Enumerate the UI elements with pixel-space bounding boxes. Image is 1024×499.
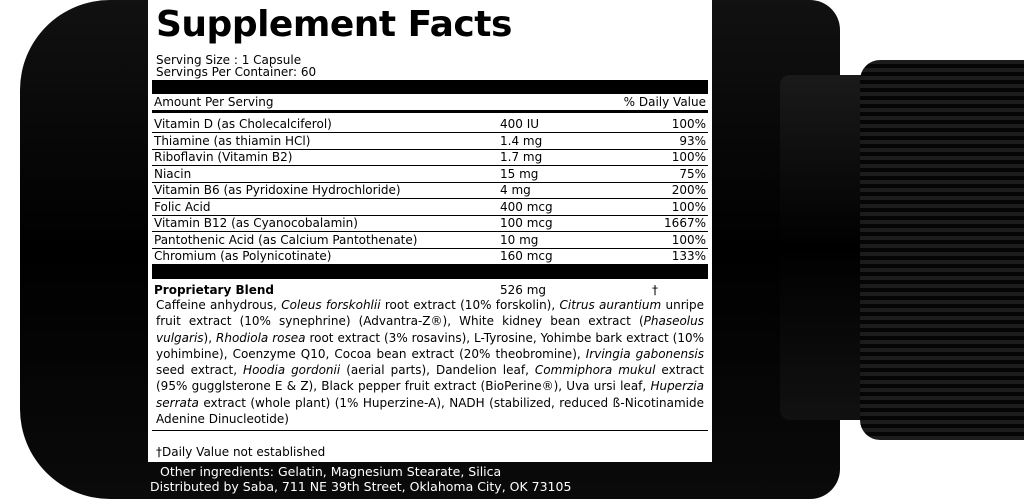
nutrient-name: Folic Acid xyxy=(154,199,211,214)
servings-per-container: Servings Per Container: 60 xyxy=(156,65,317,79)
blend-row: Proprietary Blend 526 mg † xyxy=(152,282,708,298)
nutrient-amount: 100 mcg xyxy=(500,216,553,230)
footnote: †Daily Value not established xyxy=(156,445,326,459)
description-part: Hoodia gordonii xyxy=(243,363,341,378)
nutrient-row: Thiamine (as thiamin HCl) 1.4 mg 93% xyxy=(152,133,708,150)
description-part: extract (95% gugglsterone E & Z), Black … xyxy=(156,363,704,394)
nutrient-amount: 400 IU xyxy=(500,117,540,131)
rule xyxy=(152,80,708,94)
nutrient-amount: 4 mg xyxy=(500,183,531,197)
nutrient-daily-value: 100% xyxy=(671,150,706,164)
blend-mark: † xyxy=(652,283,658,297)
blend-name: Proprietary Blend xyxy=(154,283,274,297)
bottle-cap xyxy=(860,60,1024,440)
nutrient-row: Niacin 15 mg 75% xyxy=(152,166,708,183)
description-part: ), xyxy=(203,330,216,345)
description-part: Rhodiola rosea xyxy=(216,330,306,345)
nutrient-row: Chromium (as Polynicotinate) 160 mcg 133% xyxy=(152,248,708,265)
blend-description: Caffeine anhydrous, Coleus forskohlii ro… xyxy=(156,297,704,427)
nutrient-name: Niacin xyxy=(154,166,192,181)
other-ingredients: Other ingredients: Gelatin, Magnesium St… xyxy=(160,464,502,479)
description-part: Commiphora mukul xyxy=(534,363,656,378)
title: Supplement Facts xyxy=(156,4,512,45)
header-row: Amount Per Serving % Daily Value xyxy=(152,94,708,113)
label: Supplement Facts Serving Size : 1 Capsul… xyxy=(148,0,712,462)
nutrient-amount: 160 mcg xyxy=(500,249,553,263)
description-part: Coleus forskohlii xyxy=(281,298,381,312)
nutrient-daily-value: 200% xyxy=(671,183,706,197)
description-part: Citrus aurantium xyxy=(559,298,662,312)
nutrient-row: Vitamin B12 (as Cyanocobalamin) 100 mcg 16… xyxy=(152,215,708,232)
nutrient-row: Riboflavin (Vitamin B2) 1.7 mg 100% xyxy=(152,149,708,166)
nutrient-daily-value: 93% xyxy=(679,133,706,148)
nutrient-name: Vitamin D (as Cholecalciferol) xyxy=(154,117,332,131)
nutrient-row: Vitamin D (as Cholecalciferol) 400 IU 100% xyxy=(152,116,708,133)
nutrient-daily-value: 100% xyxy=(671,199,706,214)
rule xyxy=(152,265,708,279)
description-part: Irvingia gabonensis xyxy=(585,346,704,361)
nutrient-daily-value: 100% xyxy=(671,117,706,131)
description-part: Caffeine anhydrous, xyxy=(156,298,282,312)
nutrient-amount: 1.7 mg xyxy=(500,150,543,164)
header-amount: Amount Per Serving xyxy=(154,95,274,109)
nutrient-amount: 1.4 mg xyxy=(500,133,543,148)
description-part: seed extract, xyxy=(156,363,244,378)
rule xyxy=(152,430,708,431)
description-part: extract (whole plant) (1% Huperzine-A), … xyxy=(156,395,704,427)
nutrient-name: Vitamin B12 (as Cyanocobalamin) xyxy=(154,216,358,230)
nutrient-daily-value: 133% xyxy=(671,249,706,263)
description-part: unripe fruit extract (10% synephrine) (A… xyxy=(156,298,704,329)
nutrient-row: Vitamin B6 (as Pyridoxine Hydrochloride)… xyxy=(152,182,708,199)
blend-amount: 526 mg xyxy=(500,283,547,297)
nutrient-daily-value: 100% xyxy=(671,232,706,247)
nutrient-name: Chromium (as Polynicotinate) xyxy=(154,249,332,263)
serving-size: Serving Size : 1 Capsule xyxy=(156,53,302,67)
nutrient-row: Folic Acid 400 mcg 100% xyxy=(152,199,708,216)
description-part: root extract (3% rosavins), L-Tyrosine, … xyxy=(156,330,705,361)
nutrient-amount: 10 mg xyxy=(500,232,539,247)
nutrient-row: Pantothenic Acid (as Calcium Pantothenat… xyxy=(152,232,708,249)
description-part: (aerial parts), Dandelion leaf, xyxy=(340,363,535,378)
nutrient-amount: 400 mcg xyxy=(500,199,553,214)
nutrient-name: Vitamin B6 (as Pyridoxine Hydrochloride) xyxy=(154,183,401,197)
nutrient-amount: 15 mg xyxy=(500,166,539,181)
header-daily-value: % Daily Value xyxy=(623,95,706,109)
nutrient-daily-value: 75% xyxy=(679,166,706,181)
description-part: root extract (10% forskolin), xyxy=(380,298,560,312)
description-part: Huperzia serrata xyxy=(156,379,704,410)
nutrient-name: Riboflavin (Vitamin B2) xyxy=(154,150,293,164)
description-part: Phaseolus vulgaris xyxy=(156,314,704,345)
nutrient-name: Thiamine (as thiamin HCl) xyxy=(154,133,311,148)
nutrient-name: Pantothenic Acid (as Calcium Pantothenat… xyxy=(154,232,418,247)
nutrient-daily-value: 1667% xyxy=(664,216,706,230)
distributor: Distributed by Saba, 711 NE 39th Street,… xyxy=(150,479,572,494)
